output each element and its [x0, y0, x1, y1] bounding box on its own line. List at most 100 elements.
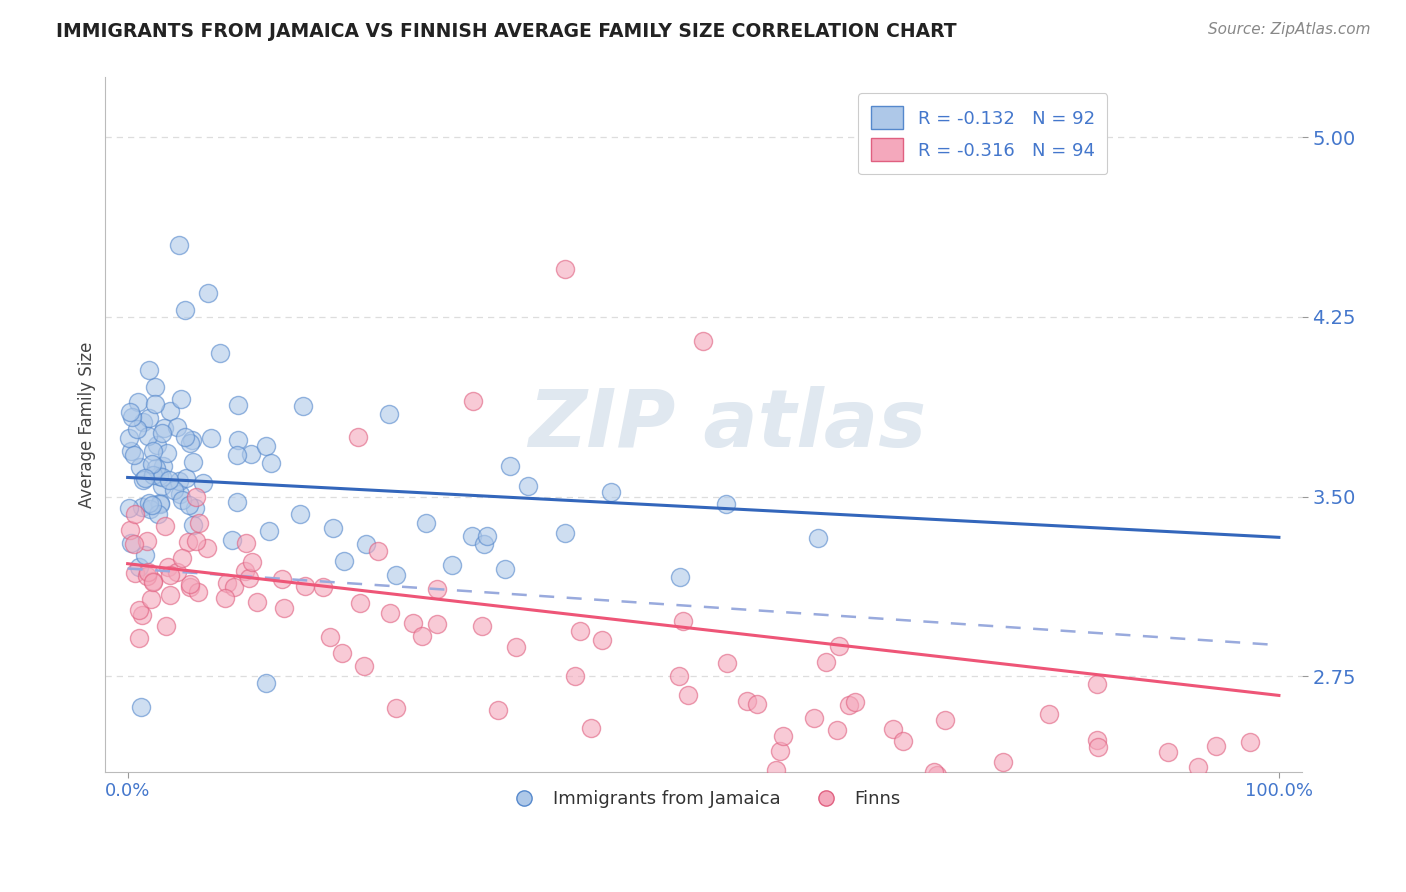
- Point: [124, 537, 146, 551]
- Point: [153, 420, 176, 434]
- Point: [122, 448, 145, 462]
- Point: [186, 584, 208, 599]
- Point: [579, 721, 602, 735]
- Point: [735, 694, 758, 708]
- Point: [214, 591, 236, 606]
- Point: [240, 555, 263, 569]
- Point: [591, 632, 613, 647]
- Point: [136, 565, 159, 579]
- Point: [127, 395, 149, 409]
- Point: [138, 362, 160, 376]
- Point: [838, 698, 860, 713]
- Point: [322, 521, 344, 535]
- Point: [238, 571, 260, 585]
- Point: [159, 404, 181, 418]
- Point: [288, 507, 311, 521]
- Point: [222, 580, 245, 594]
- Point: [173, 430, 195, 444]
- Point: [156, 445, 179, 459]
- Point: [131, 473, 153, 487]
- Point: [141, 498, 163, 512]
- Point: [155, 619, 177, 633]
- Point: [166, 420, 188, 434]
- Point: [169, 487, 191, 501]
- Point: [273, 600, 295, 615]
- Point: [716, 497, 738, 511]
- Point: [221, 533, 243, 548]
- Text: Source: ZipAtlas.com: Source: ZipAtlas.com: [1208, 22, 1371, 37]
- Point: [294, 579, 316, 593]
- Point: [172, 493, 194, 508]
- Point: [197, 285, 219, 300]
- Point: [486, 703, 509, 717]
- Point: [257, 524, 280, 538]
- Point: [177, 498, 200, 512]
- Point: [825, 723, 848, 738]
- Point: [254, 676, 277, 690]
- Point: [569, 624, 592, 638]
- Point: [120, 535, 142, 549]
- Point: [148, 497, 170, 511]
- Point: [1205, 739, 1227, 753]
- Point: [1085, 677, 1108, 691]
- Point: [426, 582, 449, 597]
- Point: [142, 574, 165, 589]
- Point: [128, 459, 150, 474]
- Point: [475, 528, 498, 542]
- Point: [827, 639, 849, 653]
- Point: [180, 433, 202, 447]
- Point: [146, 507, 169, 521]
- Point: [159, 567, 181, 582]
- Point: [517, 478, 540, 492]
- Point: [142, 468, 165, 483]
- Point: [1087, 739, 1109, 754]
- Point: [1137, 801, 1160, 815]
- Point: [197, 541, 219, 555]
- Point: [349, 596, 371, 610]
- Text: ZIP atlas: ZIP atlas: [529, 385, 927, 464]
- Point: [672, 614, 695, 628]
- Point: [246, 595, 269, 609]
- Point: [969, 788, 991, 802]
- Point: [131, 607, 153, 622]
- Point: [426, 617, 449, 632]
- Point: [145, 438, 167, 452]
- Point: [235, 536, 257, 550]
- Point: [120, 523, 142, 537]
- Point: [270, 572, 292, 586]
- Point: [494, 562, 516, 576]
- Point: [134, 548, 156, 562]
- Point: [554, 525, 576, 540]
- Point: [184, 500, 207, 515]
- Point: [1239, 735, 1261, 749]
- Point: [179, 580, 201, 594]
- Point: [991, 755, 1014, 769]
- Point: [882, 722, 904, 736]
- Point: [200, 431, 222, 445]
- Point: [124, 566, 146, 580]
- Point: [226, 433, 249, 447]
- Point: [745, 698, 768, 712]
- Point: [402, 615, 425, 630]
- Point: [157, 560, 180, 574]
- Point: [1038, 706, 1060, 721]
- Point: [668, 669, 690, 683]
- Point: [312, 580, 335, 594]
- Point: [233, 564, 256, 578]
- Point: [815, 656, 838, 670]
- Point: [145, 396, 167, 410]
- Point: [179, 577, 201, 591]
- Point: [716, 656, 738, 670]
- Point: [184, 534, 207, 549]
- Point: [378, 407, 401, 421]
- Point: [152, 458, 174, 473]
- Point: [765, 763, 787, 777]
- Point: [356, 537, 378, 551]
- Point: [415, 516, 437, 530]
- Point: [803, 711, 825, 725]
- Point: [145, 461, 167, 475]
- Point: [142, 574, 165, 588]
- Point: [678, 688, 700, 702]
- Point: [226, 398, 249, 412]
- Point: [384, 567, 406, 582]
